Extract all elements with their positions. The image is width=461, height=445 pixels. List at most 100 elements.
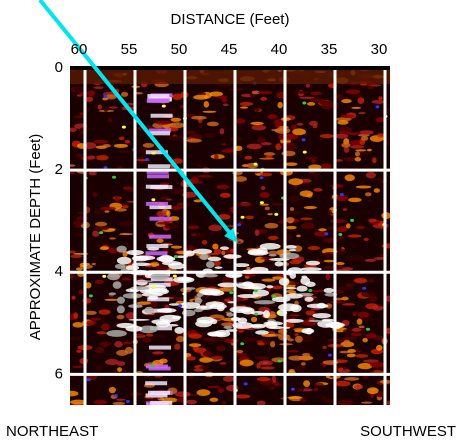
texture-blob — [193, 347, 207, 353]
texture-blob — [362, 317, 374, 321]
texture-blob — [304, 156, 319, 160]
texture-reflection — [168, 303, 180, 306]
texture-blob — [310, 91, 322, 96]
texture-blob — [117, 367, 123, 372]
texture-blob — [254, 229, 260, 236]
texture-blob — [85, 310, 97, 315]
texture-blob — [88, 171, 97, 176]
texture-blob — [76, 349, 82, 353]
texture-blob — [100, 323, 111, 331]
texture-blob — [350, 145, 365, 149]
texture-speck — [125, 400, 130, 404]
texture-speck — [229, 291, 234, 295]
texture-blob — [72, 365, 84, 369]
texture-blob — [313, 188, 323, 192]
texture-reflection — [108, 292, 117, 296]
texture-blob — [345, 89, 361, 95]
texture-blob — [302, 352, 311, 357]
texture-reflection — [312, 312, 332, 319]
texture-speck — [113, 394, 118, 398]
texture-blob — [107, 117, 113, 123]
texture-blob — [292, 183, 298, 190]
texture-blob — [214, 260, 221, 267]
texture-blob — [335, 94, 343, 100]
texture-reflection — [305, 260, 321, 266]
texture-speck — [151, 285, 156, 289]
texture-blob — [213, 248, 222, 255]
y-tick-label: 6 — [55, 365, 63, 382]
texture-blob — [71, 295, 76, 300]
texture-blob — [287, 281, 301, 286]
texture-blob — [95, 221, 108, 227]
texture-blob — [343, 146, 350, 153]
texture-blob — [330, 184, 344, 188]
texture-blob — [108, 106, 118, 109]
texture-blob — [292, 128, 306, 136]
texture-reflection — [288, 248, 297, 252]
texture-blob — [287, 350, 300, 353]
x-tick-label: 45 — [221, 41, 238, 58]
texture-blob — [343, 96, 349, 99]
texture-blob — [196, 389, 211, 397]
texture-blob — [294, 335, 303, 343]
texture-blob — [70, 254, 83, 258]
texture-blob — [207, 386, 222, 389]
texture-blob — [267, 114, 278, 120]
texture-speck — [308, 288, 313, 292]
texture-blob — [181, 258, 193, 261]
texture-blob — [221, 143, 227, 146]
texture-blob — [364, 192, 372, 197]
texture-reflection — [183, 287, 196, 290]
grid — [70, 66, 390, 405]
texture-reflection — [265, 320, 278, 329]
texture-blob — [322, 398, 335, 404]
texture-speck — [151, 198, 156, 202]
texture-blob — [272, 380, 277, 383]
texture-band — [145, 381, 168, 386]
pointer-arrow — [38, 0, 236, 240]
texture-reflection — [301, 328, 315, 334]
texture-blob — [219, 192, 231, 198]
texture-blob — [362, 375, 369, 380]
texture-blob — [167, 206, 183, 210]
texture-blob — [308, 120, 318, 126]
texture-reflection — [130, 286, 150, 291]
texture-blob — [96, 331, 107, 335]
texture-blob — [353, 349, 362, 353]
texture-blob — [369, 361, 385, 368]
texture-blob — [195, 233, 206, 238]
texture-speck — [338, 232, 343, 236]
texture-blob — [222, 103, 229, 107]
texture-blob — [361, 135, 369, 141]
texture-speck — [362, 286, 367, 290]
texture-blob — [140, 186, 148, 189]
texture-reflection — [274, 261, 284, 267]
texture-blob — [300, 335, 314, 343]
texture-blob — [164, 224, 179, 230]
texture-blob — [319, 134, 335, 139]
texture-blob — [76, 215, 89, 221]
texture-blob — [298, 96, 315, 99]
texture-blob — [216, 95, 228, 99]
texture-blob — [148, 301, 158, 308]
texture-reflection — [156, 308, 177, 313]
texture-blob — [86, 320, 97, 325]
texture-reflection — [214, 266, 223, 269]
texture-band — [150, 113, 173, 118]
texture-reflection — [131, 262, 151, 267]
texture-blob — [260, 172, 273, 177]
texture-reflection — [300, 267, 322, 272]
texture-speck — [172, 274, 177, 278]
texture-blob — [354, 151, 361, 157]
texture-blob — [116, 314, 125, 320]
texture-band — [149, 326, 172, 331]
texture-band — [145, 201, 168, 206]
texture-blob — [345, 223, 351, 229]
texture-speck — [327, 353, 332, 357]
texture-blob — [104, 210, 110, 213]
texture-speck — [144, 158, 149, 162]
texture-speck — [88, 294, 93, 298]
texture-blob — [277, 101, 283, 109]
texture-blob — [373, 188, 380, 193]
